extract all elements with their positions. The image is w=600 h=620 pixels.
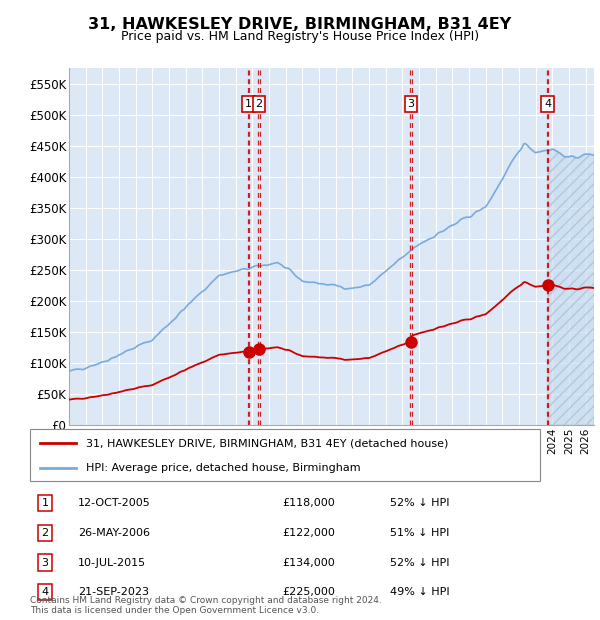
- FancyBboxPatch shape: [30, 429, 540, 480]
- Text: 31, HAWKESLEY DRIVE, BIRMINGHAM, B31 4EY: 31, HAWKESLEY DRIVE, BIRMINGHAM, B31 4EY: [88, 17, 512, 32]
- Text: 52% ↓ HPI: 52% ↓ HPI: [390, 557, 449, 567]
- Text: 1: 1: [41, 498, 49, 508]
- Text: 26-MAY-2006: 26-MAY-2006: [78, 528, 150, 538]
- Text: 1: 1: [245, 99, 252, 109]
- Text: £225,000: £225,000: [282, 587, 335, 597]
- Text: 12-OCT-2005: 12-OCT-2005: [78, 498, 151, 508]
- Text: 51% ↓ HPI: 51% ↓ HPI: [390, 528, 449, 538]
- Text: 4: 4: [544, 99, 551, 109]
- Text: 52% ↓ HPI: 52% ↓ HPI: [390, 498, 449, 508]
- Text: 31, HAWKESLEY DRIVE, BIRMINGHAM, B31 4EY (detached house): 31, HAWKESLEY DRIVE, BIRMINGHAM, B31 4EY…: [86, 438, 448, 448]
- Text: 2: 2: [256, 99, 263, 109]
- Text: 4: 4: [41, 587, 49, 597]
- Text: Contains HM Land Registry data © Crown copyright and database right 2024.
This d: Contains HM Land Registry data © Crown c…: [30, 596, 382, 615]
- Text: 3: 3: [41, 557, 49, 567]
- Text: 21-SEP-2023: 21-SEP-2023: [78, 587, 149, 597]
- Text: £122,000: £122,000: [282, 528, 335, 538]
- Text: 10-JUL-2015: 10-JUL-2015: [78, 557, 146, 567]
- Text: HPI: Average price, detached house, Birmingham: HPI: Average price, detached house, Birm…: [86, 463, 361, 472]
- Text: £134,000: £134,000: [282, 557, 335, 567]
- Text: 3: 3: [407, 99, 415, 109]
- Text: £118,000: £118,000: [282, 498, 335, 508]
- Text: 49% ↓ HPI: 49% ↓ HPI: [390, 587, 449, 597]
- Text: 2: 2: [41, 528, 49, 538]
- Text: Price paid vs. HM Land Registry's House Price Index (HPI): Price paid vs. HM Land Registry's House …: [121, 30, 479, 43]
